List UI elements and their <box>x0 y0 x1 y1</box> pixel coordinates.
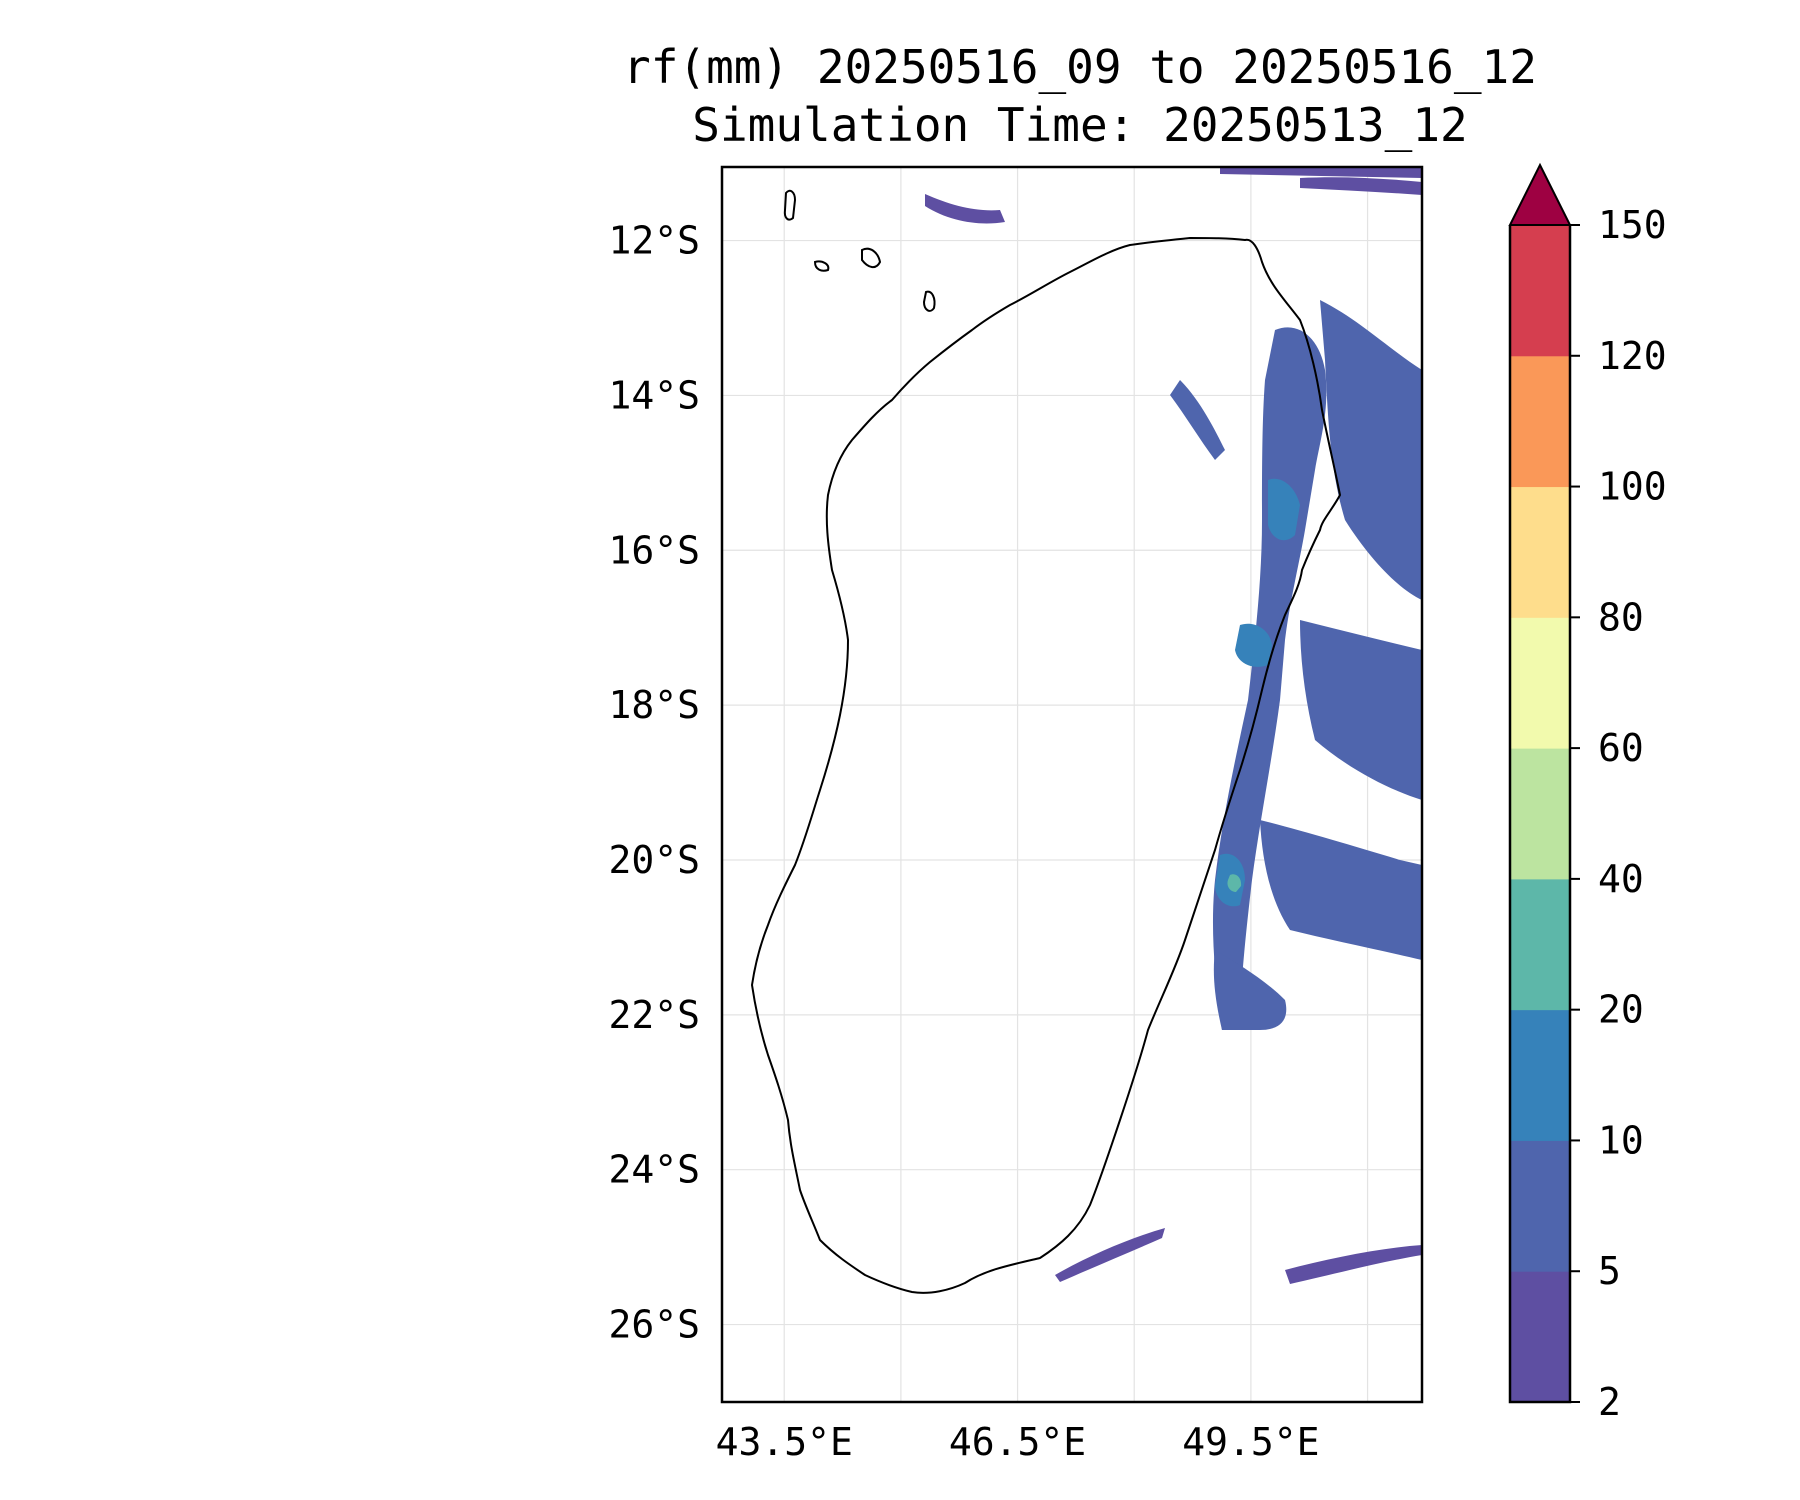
rain-area-light <box>1055 1228 1165 1282</box>
colorbar-tick-label: 2 <box>1598 1380 1621 1424</box>
lat-tick-label: 16°S <box>608 528 700 572</box>
longitude-axis: 43.5°E 46.5°E 49.5°E <box>716 1420 1320 1464</box>
colorbar-extend-arrow <box>1508 162 1572 226</box>
colorbar-tick-label: 5 <box>1598 1249 1621 1293</box>
rainfall-shading <box>925 168 1422 1284</box>
map-title: rf(mm) 20250516_09 to 20250516_12 Simula… <box>520 38 1640 154</box>
lat-tick-label: 20°S <box>608 838 700 882</box>
colorbar-tick-label: 120 <box>1598 334 1667 378</box>
colorbar-segment <box>1510 1271 1570 1403</box>
colorbar-tick-label: 150 <box>1598 203 1667 247</box>
rain-area-moderate <box>1320 300 1422 600</box>
rain-area-moderate <box>1260 820 1422 960</box>
rain-area-moderate <box>1170 380 1225 460</box>
colorbar-tick-label: 60 <box>1598 726 1644 770</box>
lon-tick-label: 46.5°E <box>949 1420 1086 1464</box>
colorbar-segment <box>1510 355 1570 488</box>
rain-area-light <box>1300 177 1422 195</box>
rain-area-heavy <box>1268 478 1300 541</box>
lat-tick-label: 26°S <box>608 1303 700 1347</box>
colorbar-segment <box>1510 1009 1570 1141</box>
latitude-axis: 12°S 14°S 16°S 18°S 20°S 22°S 24°S 26°S <box>608 219 700 1347</box>
colorbar-tick-label: 100 <box>1598 465 1667 509</box>
rain-area-heavy <box>1235 623 1272 667</box>
lat-tick-label: 22°S <box>608 993 700 1037</box>
rain-area-moderate <box>1213 950 1287 1030</box>
mayotte-island <box>922 290 936 312</box>
lon-tick-label: 43.5°E <box>716 1420 853 1464</box>
title-line-1: rf(mm) 20250516_09 to 20250516_12 <box>623 40 1537 94</box>
lat-tick-label: 24°S <box>608 1148 700 1192</box>
rain-area-light <box>925 194 1005 224</box>
map-frame <box>720 165 1424 1404</box>
colorbar-segment <box>1510 617 1570 749</box>
colorbar-segment <box>1510 748 1570 880</box>
colorbar-tick-label: 80 <box>1598 595 1644 639</box>
colorbar-outline <box>1508 225 1572 1404</box>
colorbar-segment <box>1510 225 1570 357</box>
title-line-2: Simulation Time: 20250513_12 <box>692 98 1468 152</box>
colorbar-segment <box>1510 878 1570 1011</box>
rain-area-light <box>1220 168 1422 178</box>
colorbar-segment <box>1510 1140 1570 1272</box>
colorbar-tick-label: 20 <box>1598 988 1644 1032</box>
madagascar-coastline <box>750 236 1342 1294</box>
comoros-island <box>813 260 830 272</box>
lon-tick-label: 49.5°E <box>1182 1420 1319 1464</box>
colorbar: 2 5 10 20 40 60 80 100 120 150 <box>1508 162 1667 1424</box>
lat-tick-label: 14°S <box>608 373 700 417</box>
rain-area-light <box>1285 1245 1422 1284</box>
lat-tick-label: 12°S <box>608 219 700 263</box>
comoros-island <box>783 189 797 221</box>
lat-tick-label: 18°S <box>608 683 700 727</box>
comoros-island <box>861 247 882 268</box>
rain-area-moderate <box>1300 620 1422 800</box>
rain-area-intense <box>1227 874 1242 892</box>
colorbar-tick-label: 10 <box>1598 1118 1644 1162</box>
colorbar-tick-label: 40 <box>1598 857 1644 901</box>
colorbar-segment <box>1510 486 1570 618</box>
